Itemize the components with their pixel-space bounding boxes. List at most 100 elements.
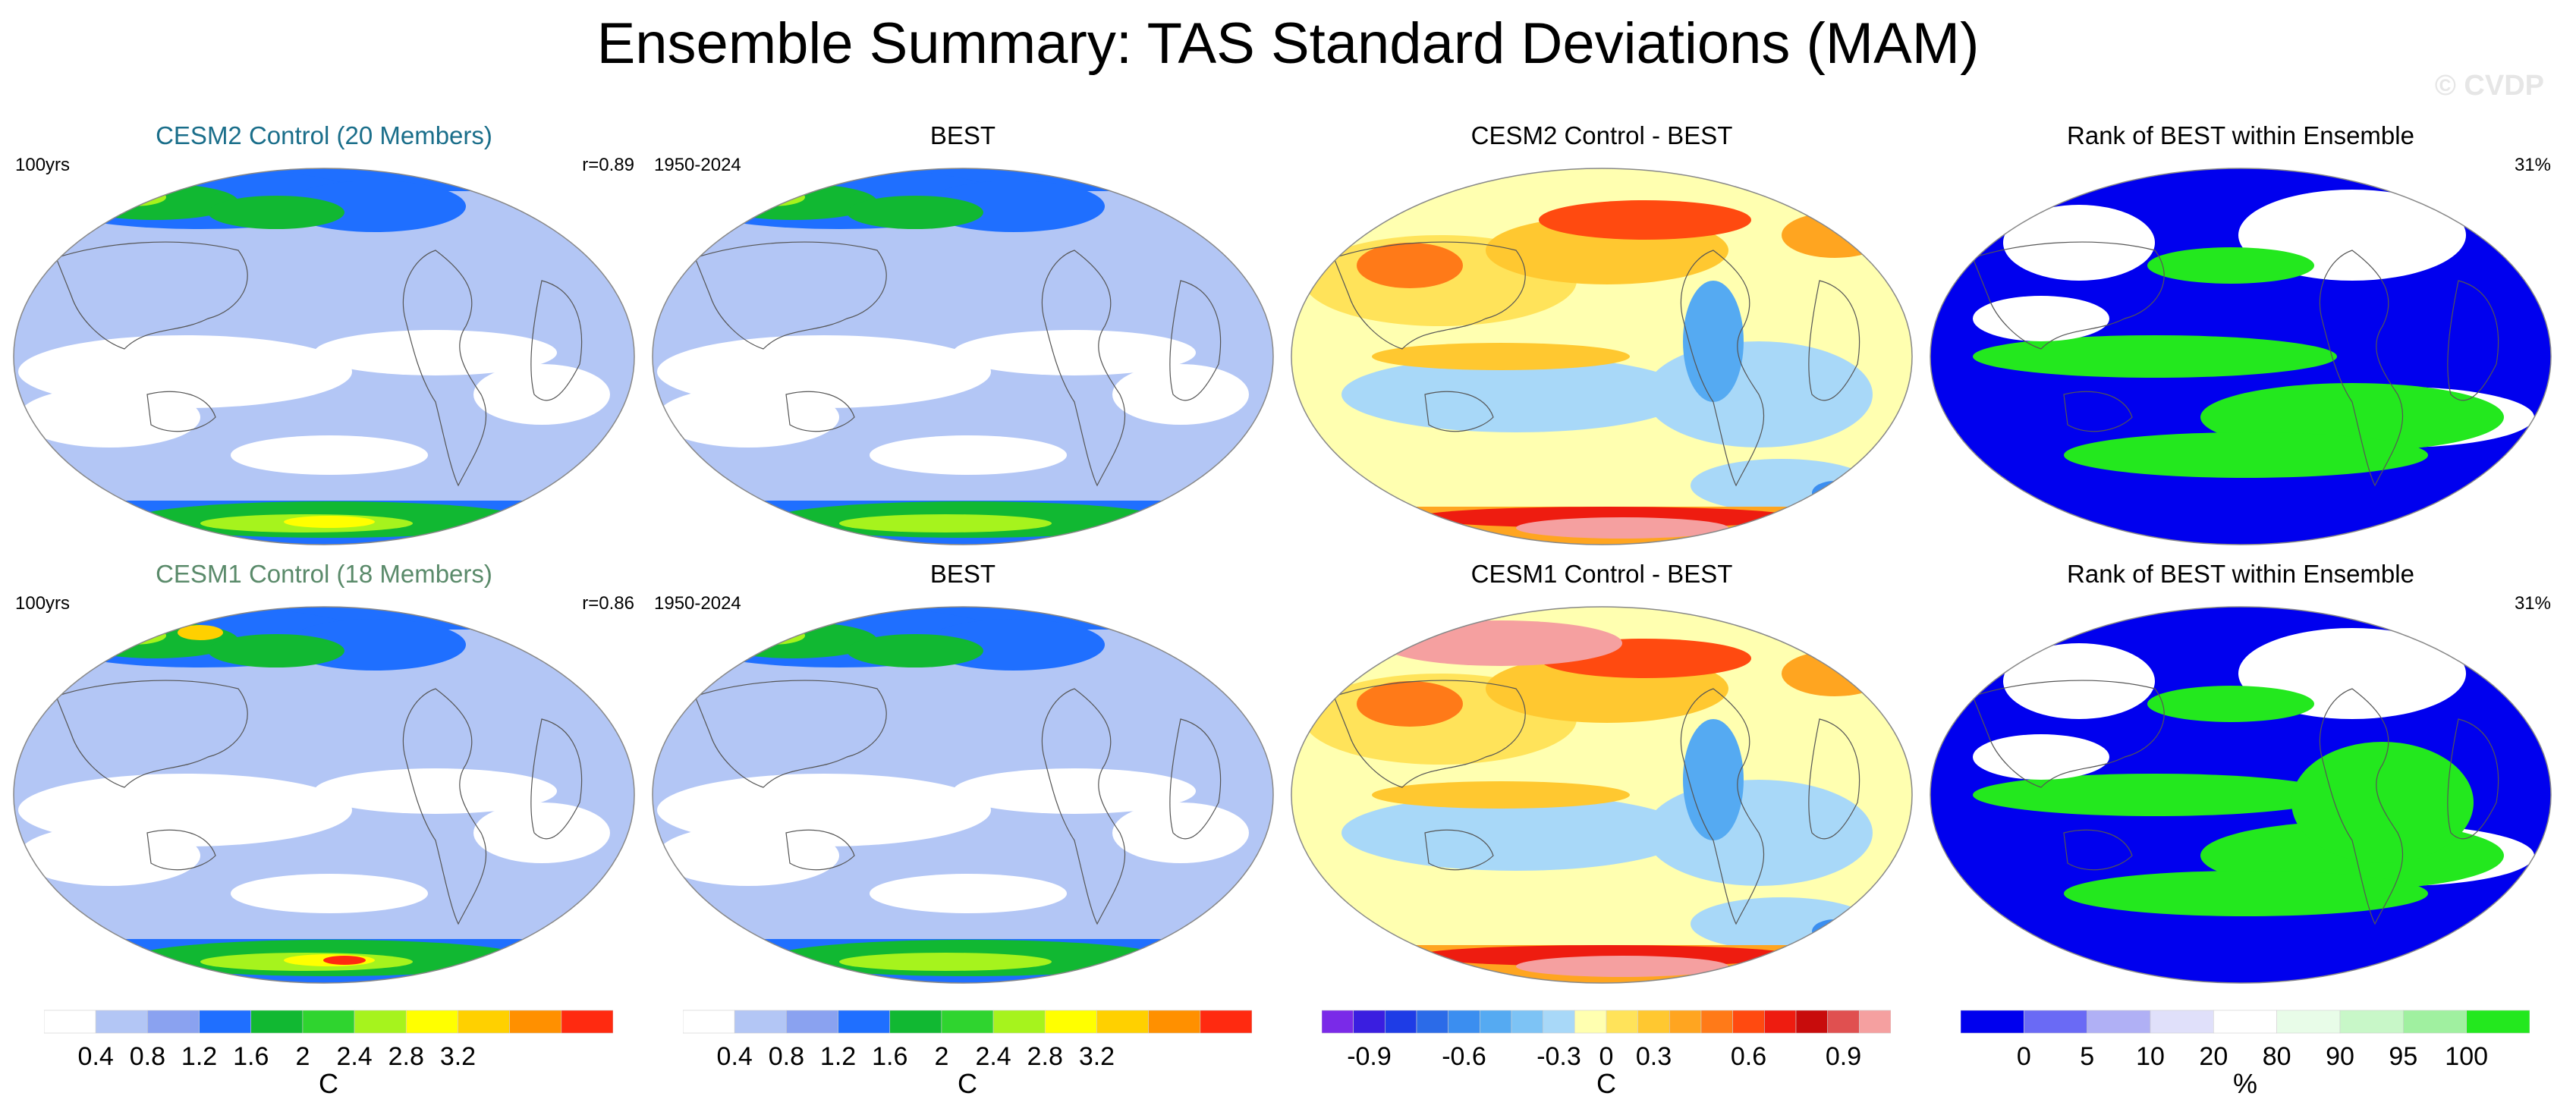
low-variance-region	[657, 825, 839, 886]
africa-outline	[530, 280, 583, 401]
high-variance-region	[64, 622, 124, 640]
panel-period-label: 100yrs	[15, 155, 71, 175]
mid-rank-region	[2003, 643, 2155, 719]
colorbar-swatch	[2466, 1010, 2530, 1034]
coastlines	[1333, 680, 1860, 925]
colorbar-swatch	[95, 1010, 148, 1034]
africa-outline	[1808, 718, 1860, 840]
high-rank-region	[2291, 742, 2474, 863]
high-rank-region	[2064, 871, 2428, 916]
high-variance-region	[839, 953, 1052, 971]
colorbar-swatches: 0.4 0.8 1.2 1.6 2 2.4 2.8 3.2	[683, 1010, 1252, 1069]
panel-stat-label: r=0.89	[582, 155, 634, 175]
colorbar-swatch	[2024, 1010, 2087, 1034]
high-variance-region	[98, 188, 166, 206]
map-border	[1930, 168, 2552, 545]
negative-difference-region	[1812, 481, 1857, 505]
australia-outline	[146, 829, 216, 871]
colorbar: 0 5 10 20 80 90 95 100%	[1961, 1009, 2530, 1115]
low-variance-region	[314, 768, 557, 814]
colorbar-swatch	[1416, 1010, 1448, 1034]
map-border	[1291, 606, 1913, 984]
colorbar-swatch	[1859, 1010, 1891, 1034]
positive-difference-region	[1516, 517, 1728, 539]
colorbar-swatch	[1480, 1010, 1512, 1034]
panel-period-label: 1950-2024	[654, 155, 741, 175]
map-panel: CESM1 Control (18 Members) 100yrs r=0.86	[11, 560, 637, 1000]
colorbar-swatch	[1353, 1010, 1386, 1034]
low-variance-region	[1112, 802, 1249, 863]
high-variance-region	[98, 627, 166, 645]
colorbar-swatches: 0.4 0.8 1.2 1.6 2 2.4 2.8 3.2	[44, 1010, 613, 1069]
colorbar-swatch	[1700, 1010, 1733, 1034]
colorbar-swatch	[941, 1010, 994, 1034]
asia-outline	[1333, 680, 1526, 788]
positive-difference-region	[1516, 956, 1728, 977]
colorbar: 0.4 0.8 1.2 1.6 2 2.4 2.8 3.2 C	[683, 1009, 1252, 1115]
colorbar-tick-label: 0.6	[1731, 1042, 1766, 1069]
colorbar-swatch	[786, 1010, 838, 1034]
panel-title: Rank of BEST within Ensemble	[2067, 121, 2414, 149]
robinson-map	[1930, 606, 2552, 984]
negative-difference-region	[1812, 919, 1857, 944]
africa-outline	[1169, 718, 1222, 840]
africa-outline	[1808, 280, 1860, 401]
colorbar-swatch	[683, 1010, 735, 1034]
figure-title: Ensemble Summary: TAS Standard Deviation…	[596, 11, 1980, 76]
low-variance-region	[473, 364, 610, 425]
colorbar-tick-label: 1.6	[872, 1042, 907, 1069]
map-panel: BEST 1950-2024	[650, 121, 1276, 561]
colorbar-swatch	[1606, 1010, 1638, 1034]
colorbar-swatch	[1200, 1010, 1252, 1034]
asia-outline	[1333, 241, 1526, 350]
colorbar-tick-label: 0.9	[1826, 1042, 1861, 1069]
map-border	[13, 168, 635, 545]
colorbar-unit: C	[319, 1068, 338, 1099]
colorbar-swatch	[992, 1010, 1046, 1034]
colorbar-swatch	[1961, 1010, 2024, 1034]
colorbar-tick-label: 2.4	[336, 1042, 372, 1069]
africa-outline	[2447, 718, 2499, 840]
colorbar-swatch	[1148, 1010, 1201, 1034]
americas-outline	[1041, 688, 1126, 925]
robinson-map	[13, 606, 635, 984]
asia-outline	[55, 680, 248, 788]
low-variance-region	[231, 874, 428, 913]
low-variance-region	[657, 387, 839, 448]
low-variance-region	[231, 435, 428, 475]
asia-outline	[1972, 680, 2165, 788]
low-rank-region	[2049, 947, 2443, 977]
colorbar-tick-label: 3.2	[1079, 1042, 1115, 1069]
colorbar-swatch	[889, 1010, 942, 1034]
americas-outline	[2319, 250, 2404, 487]
high-rank-region	[2064, 432, 2428, 478]
colorbar-tick-label: 90	[2326, 1042, 2354, 1069]
colorbar-swatch	[1322, 1010, 1354, 1034]
positive-difference-region	[1782, 212, 1888, 258]
colorbar-unit: C	[958, 1068, 977, 1099]
low-rank-region	[2049, 508, 2443, 539]
panel-title: CESM1 Control - BEST	[1470, 560, 1733, 588]
coastlines	[55, 680, 583, 925]
colorbar-swatch	[561, 1010, 613, 1034]
colorbar-tick-label: 0	[1599, 1042, 1614, 1069]
robinson-map	[652, 168, 1274, 545]
colorbar-tick-label: 0.8	[769, 1042, 804, 1069]
high-variance-region	[847, 196, 983, 229]
mid-rank-region	[1973, 734, 2109, 780]
colorbar-swatch	[2087, 1010, 2151, 1034]
high-variance-region	[284, 516, 375, 528]
positive-difference-region	[1782, 651, 1888, 696]
colorbar-swatch	[1795, 1010, 1828, 1034]
australia-outline	[785, 829, 855, 871]
americas-outline	[2319, 688, 2404, 925]
colorbar-swatch	[44, 1010, 96, 1034]
americas-outline	[402, 250, 487, 487]
high-rank-region	[1973, 335, 2337, 378]
map-panel: Rank of BEST within Ensemble 31%	[1927, 560, 2554, 1000]
australia-outline	[146, 391, 216, 432]
colorbar-tick-label: 1.2	[181, 1042, 217, 1069]
negative-difference-region	[1683, 719, 1744, 840]
panel-title: CESM2 Control (20 Members)	[156, 121, 492, 149]
high-variance-region	[71, 187, 132, 202]
